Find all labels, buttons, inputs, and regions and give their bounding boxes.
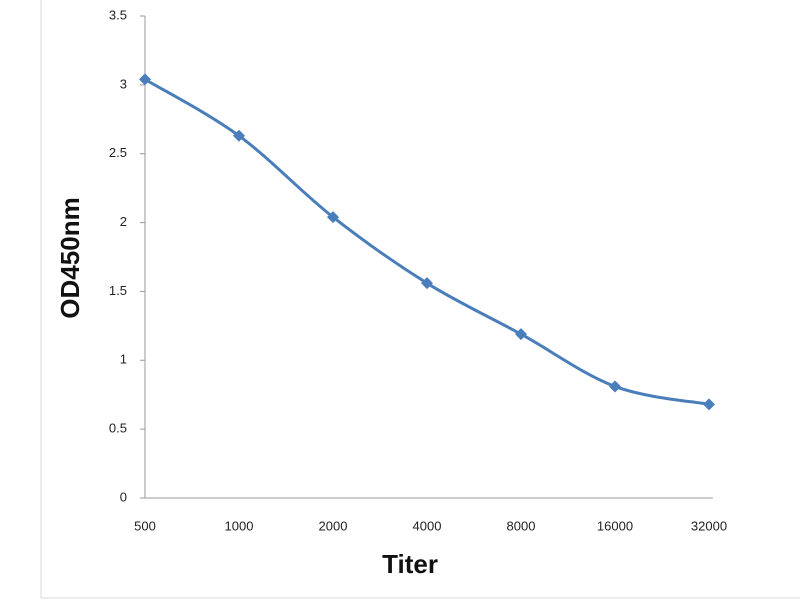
- data-marker: [703, 398, 715, 411]
- x-tick-label: 500: [134, 518, 156, 533]
- data-line: [144, 78, 710, 406]
- y-tick-label: 3.5: [109, 7, 127, 22]
- x-tick-label: 1000: [225, 518, 254, 533]
- data-marker: [421, 277, 433, 290]
- data-marker: [515, 328, 527, 341]
- y-tick-label: 2: [120, 214, 127, 229]
- x-axis-title: Titer: [382, 549, 438, 579]
- y-tick-label: 3: [120, 76, 127, 91]
- y-tick-label: 1: [120, 352, 127, 367]
- x-tick-label: 16000: [597, 518, 633, 533]
- y-axis-title: OD450nm: [55, 197, 85, 318]
- x-tick-label: 4000: [413, 518, 442, 533]
- y-tick-label: 1.5: [109, 283, 127, 298]
- x-tick-label: 2000: [319, 518, 348, 533]
- x-tick-label: 32000: [691, 518, 727, 533]
- data-marker: [233, 129, 245, 142]
- x-tick-label: 8000: [507, 518, 536, 533]
- y-tick-label: 0.5: [109, 421, 127, 436]
- data-marker: [139, 73, 151, 86]
- data-marker: [327, 211, 339, 224]
- y-tick-label: 2.5: [109, 145, 127, 160]
- y-tick-label: 0: [120, 489, 127, 504]
- data-marker: [609, 380, 621, 393]
